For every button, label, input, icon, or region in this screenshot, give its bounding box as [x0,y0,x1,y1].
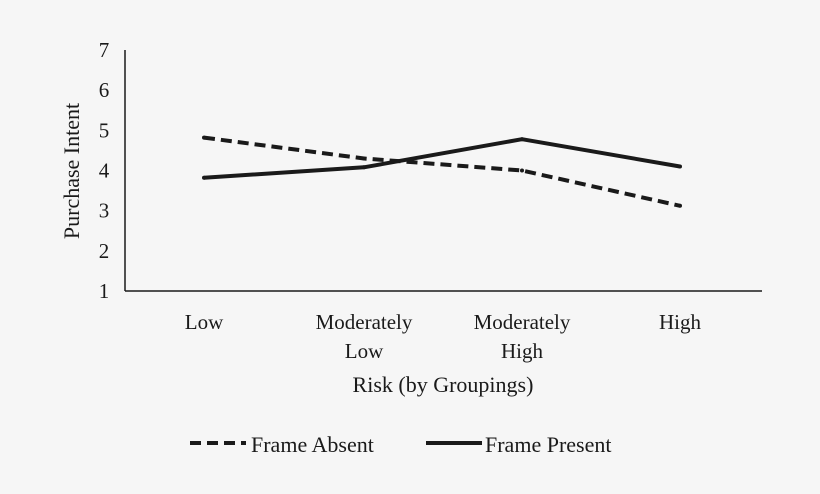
x-category-label: High [659,310,702,334]
y-tick-label: 1 [99,279,110,303]
y-tick-label: 6 [99,78,110,102]
legend-label-frame-present: Frame Present [485,432,611,457]
x-category-line: Moderately [316,310,413,334]
x-category-label: Low [185,310,224,334]
legend-label-frame-absent: Frame Absent [251,432,374,457]
legend: Frame Absent Frame Present [190,432,611,457]
y-tick-label: 7 [99,38,110,62]
data-point [520,137,524,142]
x-category-line: Low [185,310,224,334]
x-category-line: Moderately [474,310,571,334]
x-category-line: High [659,310,702,334]
data-point [520,168,524,173]
y-tick-label: 4 [99,159,110,183]
x-category-line: Low [345,339,384,363]
data-point [362,165,366,170]
data-point [202,175,206,180]
series-group [202,135,682,208]
x-category-line: High [501,339,544,363]
y-tick-label: 2 [99,239,110,263]
data-point [362,156,366,161]
x-category-label: Moderately High [474,310,571,363]
y-tick-label: 5 [99,118,110,142]
y-axis-title: Purchase Intent [59,103,84,239]
x-category-label: Moderately Low [316,310,413,363]
data-point [678,164,682,169]
data-point [202,135,206,140]
x-axis-title: Risk (by Groupings) [353,372,534,397]
y-axis-ticks: 1 2 3 4 5 6 7 [99,38,110,303]
series-line-frame-present [203,137,681,180]
y-tick-label: 3 [99,199,110,223]
x-axis-categories: Low Moderately Low Moderately High High [185,310,702,363]
data-point [678,203,682,208]
series-line-frame-absent [203,135,681,208]
